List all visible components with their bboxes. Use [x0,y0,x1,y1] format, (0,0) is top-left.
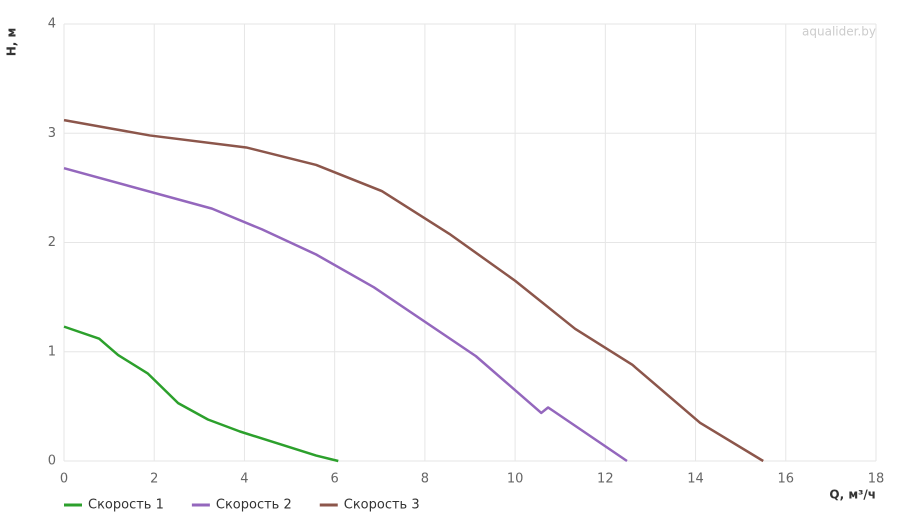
legend-label: Скорость 2 [216,498,292,513]
x-tick-label: 10 [507,472,524,487]
legend-label: Скорость 3 [344,498,420,513]
x-tick-label: 2 [150,472,158,487]
x-tick-label: 0 [60,472,68,487]
y-tick-label: 2 [48,235,56,250]
watermark: aqualider.by [802,25,876,39]
x-tick-label: 6 [331,472,339,487]
legend-label: Скорость 1 [88,498,164,513]
y-tick-label: 0 [48,454,56,469]
x-tick-label: 8 [421,472,429,487]
line [63,118,764,463]
x-tick-label: 14 [687,472,704,487]
line [63,325,339,463]
x-tick-label: 12 [597,472,614,487]
x-axis-label: Q, м³/ч [829,488,876,502]
x-tick-label: 4 [240,472,248,487]
x-tick-label: 18 [868,472,885,487]
y-axis-label: H, м [5,28,19,57]
line [63,167,628,463]
y-tick-label: 1 [48,344,56,359]
x-tick-label: 16 [778,472,795,487]
y-tick-label: 4 [48,17,56,32]
y-tick-label: 3 [48,126,56,141]
